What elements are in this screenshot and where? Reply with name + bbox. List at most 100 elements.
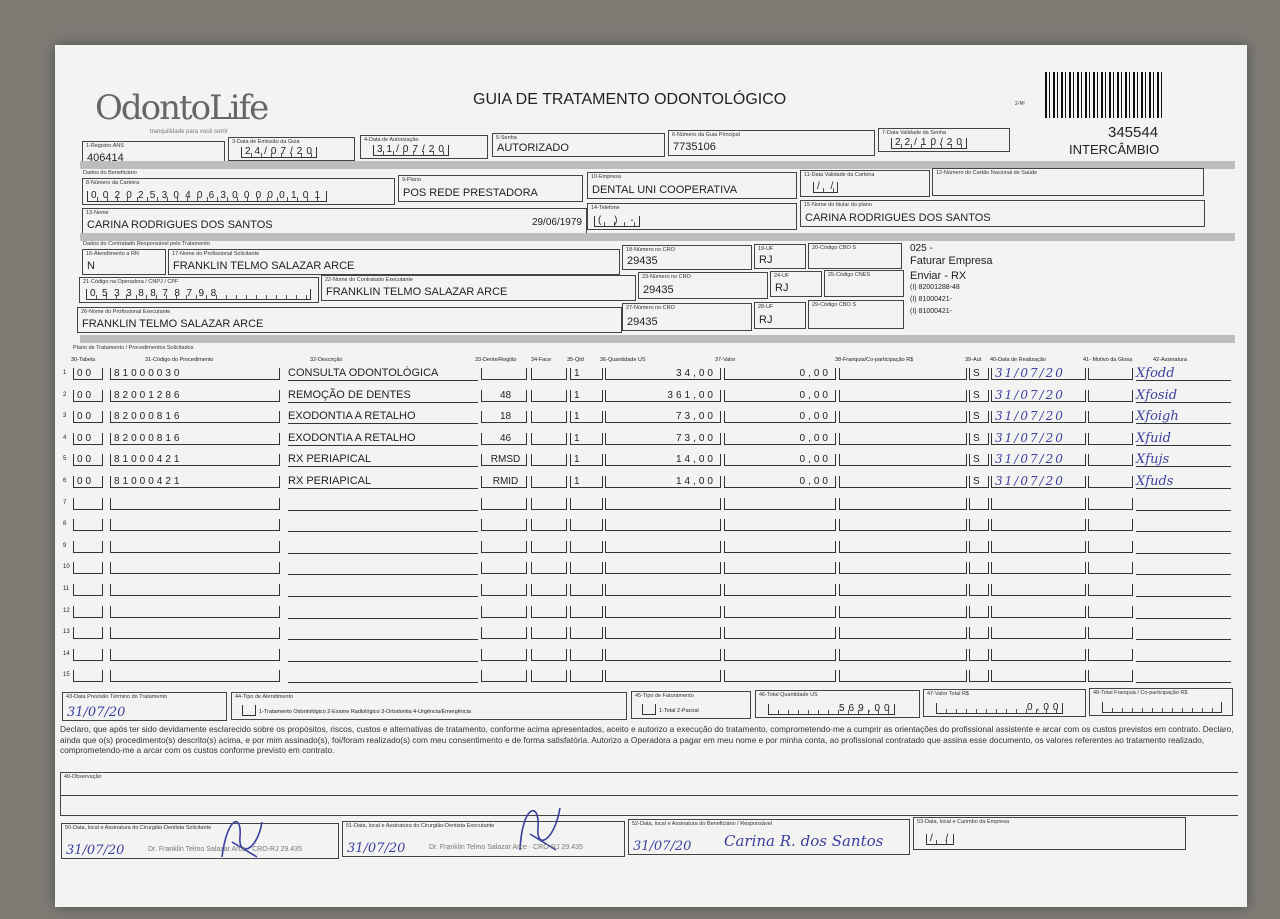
cell-descricao[interactable]: RX PERIAPICAL [288,475,478,489]
cell-qtd[interactable]: 1 [570,389,603,402]
cell-qtd[interactable]: 1 [570,454,603,467]
cell-aut[interactable]: S [969,389,989,402]
cell-face[interactable] [531,454,567,467]
cell-tabela[interactable]: 00 [73,411,103,424]
cell-tabela[interactable] [73,648,103,661]
cell-qtd[interactable] [570,584,603,596]
cell-data[interactable]: 31/07/20 [991,367,1086,380]
cell-face[interactable] [531,627,567,640]
cell-aut[interactable] [969,519,989,532]
cell-dente[interactable]: RMID [481,476,527,488]
cell-descricao[interactable]: EXODONTIA A RETALHO [288,432,478,446]
cell-tabela[interactable] [73,540,103,553]
cell-franquia[interactable] [839,584,967,596]
cell-assinatura[interactable] [1136,497,1231,511]
cell-valor[interactable] [724,584,836,596]
cell-codigo[interactable] [110,584,280,596]
cell-descricao[interactable] [288,540,478,554]
cell-valor[interactable] [724,519,836,532]
cell-codigo[interactable] [110,627,280,640]
cell-motivo[interactable] [1088,605,1133,618]
cell-aut[interactable]: S [969,476,989,488]
cell-codigo[interactable] [110,670,280,683]
cell-face[interactable] [531,411,567,424]
cell-face[interactable] [531,648,567,661]
cell-motivo[interactable] [1088,670,1133,683]
cell-qtd[interactable] [570,562,603,575]
cell-aut[interactable] [969,670,989,683]
cell-dente[interactable] [481,368,527,380]
cell-aut[interactable] [969,540,989,553]
cell-descricao[interactable]: REMOÇÃO DE DENTES [288,389,478,403]
cell-aut[interactable] [969,562,989,575]
tipo-atendimento-checkbox[interactable] [242,705,256,716]
cell-aut[interactable] [969,627,989,640]
cell-face[interactable] [531,497,567,510]
cell-codigo[interactable] [110,605,280,618]
cell-assinatura[interactable]: Xfoigh [1136,410,1231,425]
cell-us[interactable] [605,627,721,640]
cell-valor[interactable] [724,540,836,553]
cell-qtd[interactable] [570,540,603,553]
cell-descricao[interactable]: EXODONTIA A RETALHO [288,410,478,425]
faturamento-checkbox[interactable] [642,704,656,715]
cell-us[interactable]: 73,00 [605,432,721,445]
cell-franquia[interactable] [839,605,967,618]
cell-franquia[interactable] [839,648,967,661]
cell-valor[interactable] [724,670,836,683]
cell-descricao[interactable] [288,497,478,511]
cell-tabela[interactable] [73,497,103,510]
cell-dente[interactable] [481,627,527,640]
cell-assinatura[interactable] [1136,561,1231,576]
cell-face[interactable] [531,562,567,575]
observacao-field[interactable]: 49-Observação [60,772,1238,816]
cell-franquia[interactable] [839,519,967,532]
cell-data[interactable]: 31/07/20 [991,453,1086,467]
cell-franquia[interactable] [839,476,967,488]
cell-valor[interactable] [724,605,836,618]
cell-us[interactable]: 34,00 [605,368,721,380]
cell-data[interactable] [991,670,1086,683]
cell-data[interactable]: 31/07/20 [991,389,1086,402]
cell-qtd[interactable] [570,497,603,510]
cell-motivo[interactable] [1088,519,1133,532]
cell-tabela[interactable] [73,605,103,618]
cell-face[interactable] [531,432,567,445]
cell-motivo[interactable] [1088,497,1133,510]
cell-assinatura[interactable]: Xfodd [1136,367,1231,381]
cell-descricao[interactable] [288,605,478,619]
cell-dente[interactable] [481,670,527,683]
cell-data[interactable] [991,519,1086,532]
cell-franquia[interactable] [839,627,967,640]
cell-aut[interactable] [969,584,989,596]
cell-qtd[interactable] [570,648,603,661]
cell-motivo[interactable] [1088,627,1133,640]
cell-assinatura[interactable] [1136,605,1231,619]
cell-motivo[interactable] [1088,540,1133,553]
cell-dente[interactable] [481,605,527,618]
cell-codigo[interactable] [110,519,280,532]
cell-valor[interactable]: 0,00 [724,454,836,467]
cell-codigo[interactable]: 82001286 [110,389,280,402]
cell-aut[interactable] [969,497,989,510]
cell-dente[interactable] [481,540,527,553]
cell-us[interactable] [605,497,721,510]
cell-valor[interactable]: 0,00 [724,389,836,402]
cell-assinatura[interactable]: Xfuid [1136,432,1231,446]
cell-franquia[interactable] [839,540,967,553]
cell-franquia[interactable] [839,389,967,402]
cell-aut[interactable]: S [969,432,989,445]
cell-assinatura[interactable] [1136,648,1231,662]
cell-assinatura[interactable]: Xfosid [1136,389,1231,403]
cell-face[interactable] [531,605,567,618]
cell-valor[interactable] [724,497,836,510]
cell-motivo[interactable] [1088,476,1133,488]
cell-franquia[interactable] [839,432,967,445]
cell-us[interactable] [605,605,721,618]
cell-us[interactable]: 73,00 [605,411,721,424]
cell-aut[interactable] [969,605,989,618]
cell-assinatura[interactable]: Xfuds [1136,475,1231,489]
cell-valor[interactable]: 0,00 [724,476,836,488]
cell-dente[interactable] [481,562,527,575]
cell-valor[interactable] [724,562,836,575]
